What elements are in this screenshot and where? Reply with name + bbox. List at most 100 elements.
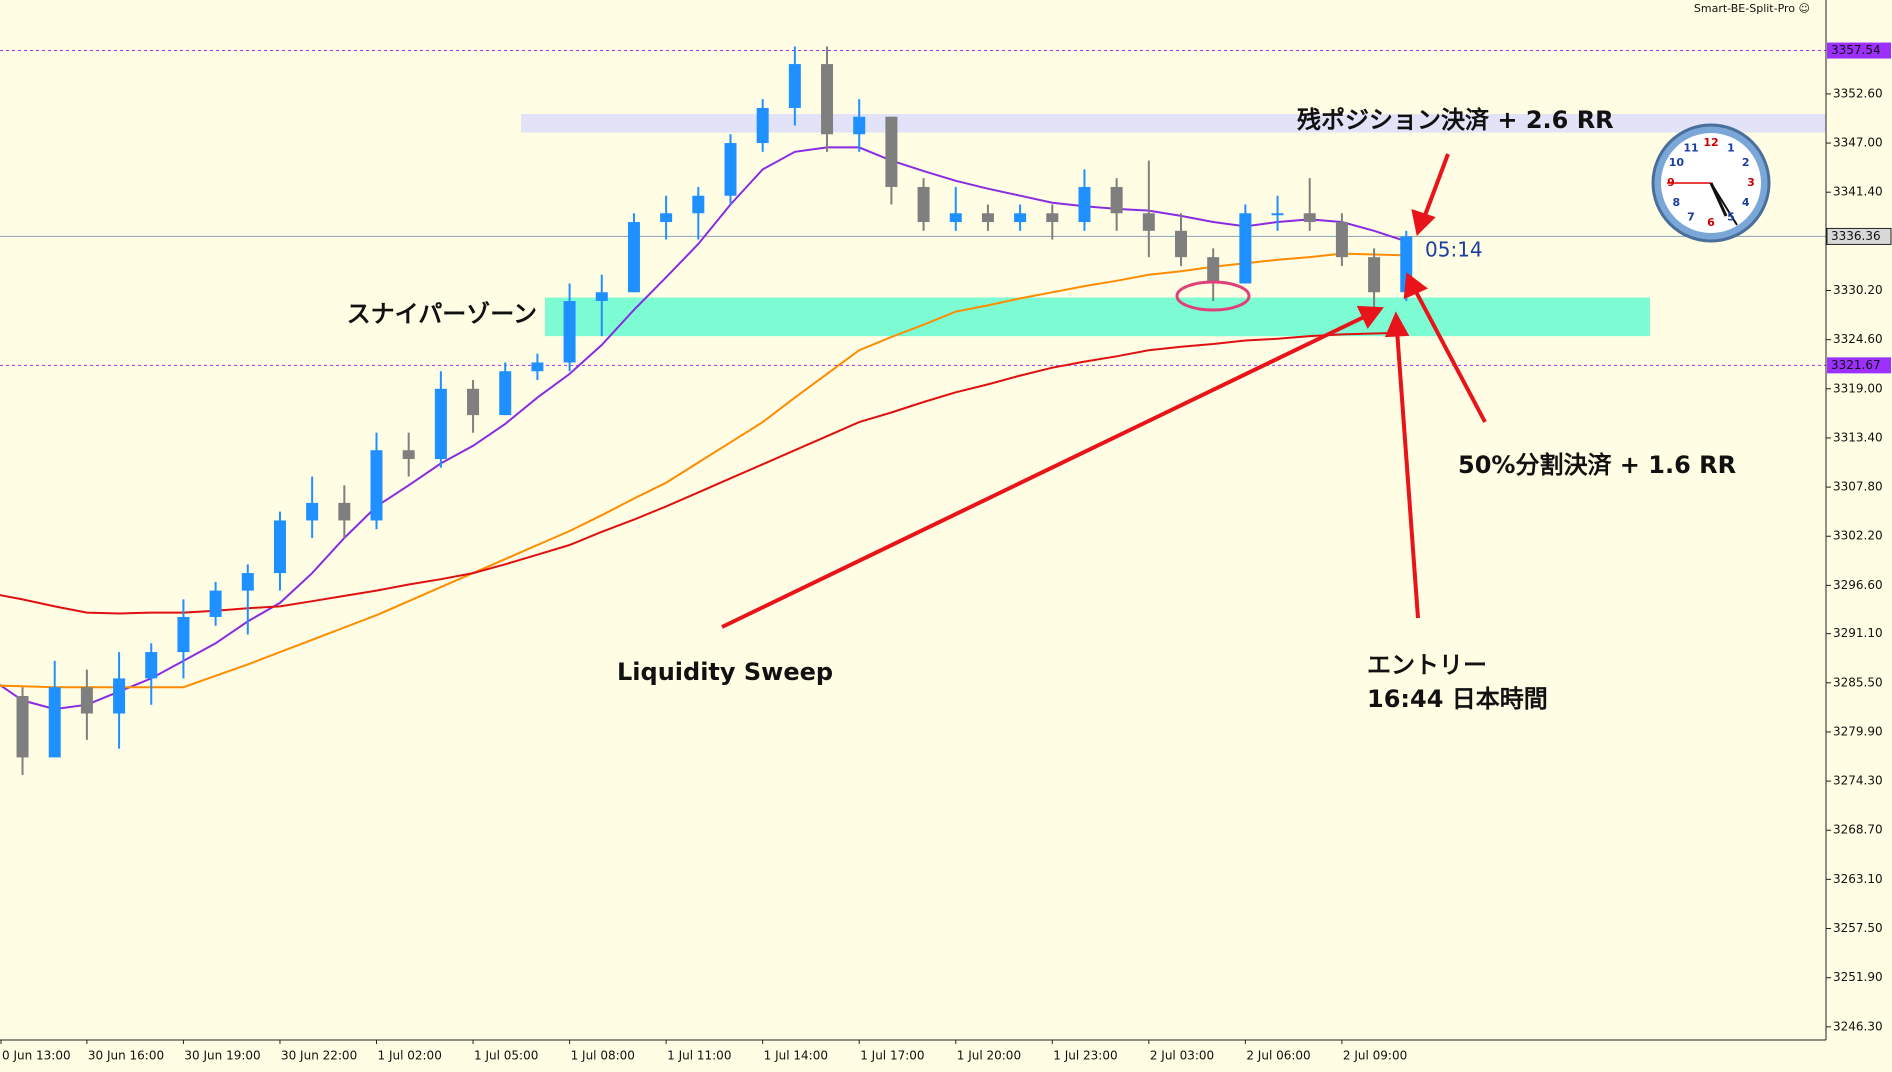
- price-lines: [0, 50, 1826, 366]
- x-tick-label: 30 Jun 22:00: [281, 1049, 357, 1063]
- clock-number: 1: [1727, 141, 1735, 154]
- x-tick-label: 1 Jul 20:00: [957, 1049, 1021, 1063]
- y-tick-label: 3296.60: [1833, 578, 1883, 592]
- candle-body: [145, 652, 158, 679]
- annotation: 50%分割決済 + 1.6 RR: [1458, 451, 1736, 479]
- candle-body: [1014, 213, 1027, 223]
- moving-average: [0, 146, 1407, 711]
- zone: [521, 114, 1826, 133]
- candles: [16, 46, 1413, 775]
- arrow-head: [1384, 311, 1410, 338]
- candle-body: [724, 143, 737, 196]
- y-tick-label: 3319.00: [1833, 381, 1883, 395]
- moving-averages: [0, 146, 1407, 711]
- x-tick-label: 2 Jul 09:00: [1343, 1049, 1407, 1063]
- candle-body: [241, 573, 254, 591]
- candle-body: [80, 687, 93, 714]
- candle-body: [1110, 186, 1123, 214]
- x-tick-label: 1 Jul 11:00: [667, 1049, 731, 1063]
- candle-body: [788, 64, 801, 108]
- y-tick-label: 3302.20: [1833, 529, 1883, 543]
- candle-body: [853, 116, 866, 135]
- annotation: スナイパーゾーン: [347, 300, 537, 328]
- indicator-name: Smart-BE-Split-Pro ☺: [1694, 2, 1810, 15]
- candle-body: [1046, 213, 1059, 223]
- arrow: [1412, 287, 1487, 423]
- candle-body: [756, 107, 769, 144]
- candle-body: [692, 195, 705, 214]
- price-label-box: [1827, 42, 1891, 59]
- y-tick-label: 3279.90: [1833, 724, 1883, 738]
- candle-body: [1335, 222, 1348, 258]
- candle-body: [273, 520, 286, 574]
- price-label: 3357.54: [1831, 43, 1881, 57]
- candle-body: [434, 388, 447, 460]
- candle-body: [885, 116, 898, 187]
- candle-body: [1368, 257, 1381, 293]
- x-tick-label: 1 Jul 14:00: [764, 1049, 828, 1063]
- candle-body: [595, 292, 608, 302]
- clock-number: 4: [1742, 196, 1750, 209]
- y-tick-label: 3285.50: [1833, 675, 1883, 689]
- candle-body: [563, 301, 576, 363]
- candle-body: [16, 695, 29, 758]
- moving-average: [0, 331, 1407, 615]
- candle-body: [1142, 213, 1155, 231]
- y-tick-label: 3263.10: [1833, 872, 1883, 886]
- candle-body: [531, 362, 544, 372]
- y-tick-label: 3257.50: [1833, 921, 1883, 935]
- x-tick-label: 30 Jun 16:00: [88, 1049, 164, 1063]
- y-tick-label: 3268.70: [1833, 823, 1883, 837]
- candle-body: [113, 678, 126, 714]
- y-tick-label: 3347.00: [1833, 136, 1883, 150]
- candle-body: [306, 502, 319, 521]
- candle-body: [821, 64, 834, 135]
- clock-number: 5: [1727, 211, 1735, 224]
- candle-body: [209, 590, 222, 617]
- y-tick-label: 3352.60: [1833, 86, 1883, 100]
- candle-body: [660, 213, 673, 223]
- annotation: 05:14: [1425, 238, 1483, 262]
- annotation: Liquidity Sweep: [617, 658, 833, 686]
- price-label-box: [1826, 227, 1892, 245]
- candle-body: [338, 502, 351, 521]
- y-tick-label: 3324.60: [1833, 332, 1883, 346]
- candle-body: [1207, 257, 1220, 284]
- candle-body: [177, 616, 190, 653]
- candle-body: [1175, 230, 1188, 258]
- y-tick-label: 3291.10: [1833, 626, 1883, 640]
- y-tick-label: 3274.30: [1833, 774, 1883, 788]
- x-tick-label: 1 Jul 02:00: [378, 1049, 442, 1063]
- x-tick-label: 1 Jul 23:00: [1053, 1049, 1117, 1063]
- y-tick-label: 3330.20: [1833, 283, 1883, 297]
- x-tick-label: 30 Jun 19:00: [184, 1049, 260, 1063]
- clock-number: 2: [1742, 156, 1750, 169]
- candle-body: [48, 687, 61, 758]
- y-tick-label: 3341.40: [1833, 185, 1883, 199]
- x-tick-label: 1 Jul 05:00: [474, 1049, 538, 1063]
- x-tick-label: 1 Jul 08:00: [571, 1049, 635, 1063]
- clock-number: 11: [1683, 141, 1698, 154]
- arrow: [1422, 153, 1450, 219]
- price-label-box: [1827, 357, 1891, 374]
- candle-body: [1239, 213, 1252, 284]
- zone: [545, 297, 1650, 337]
- arrow: [721, 314, 1367, 629]
- annotation: 残ポジション決済 + 2.6 RR: [1297, 106, 1614, 134]
- moving-average: [0, 252, 1407, 689]
- y-tick-label: 3313.40: [1833, 430, 1883, 444]
- clock-hour-hand: [1710, 182, 1738, 226]
- clock-number: 3: [1747, 176, 1755, 189]
- candle-body: [1078, 186, 1091, 223]
- candle-body: [1303, 213, 1316, 223]
- candle-body: [370, 450, 383, 521]
- candle-body: [917, 186, 930, 223]
- sweep-ellipse: [1175, 280, 1251, 312]
- candle-body: [1271, 213, 1284, 216]
- clock-number: 8: [1673, 196, 1681, 209]
- clock-number: 10: [1669, 156, 1685, 169]
